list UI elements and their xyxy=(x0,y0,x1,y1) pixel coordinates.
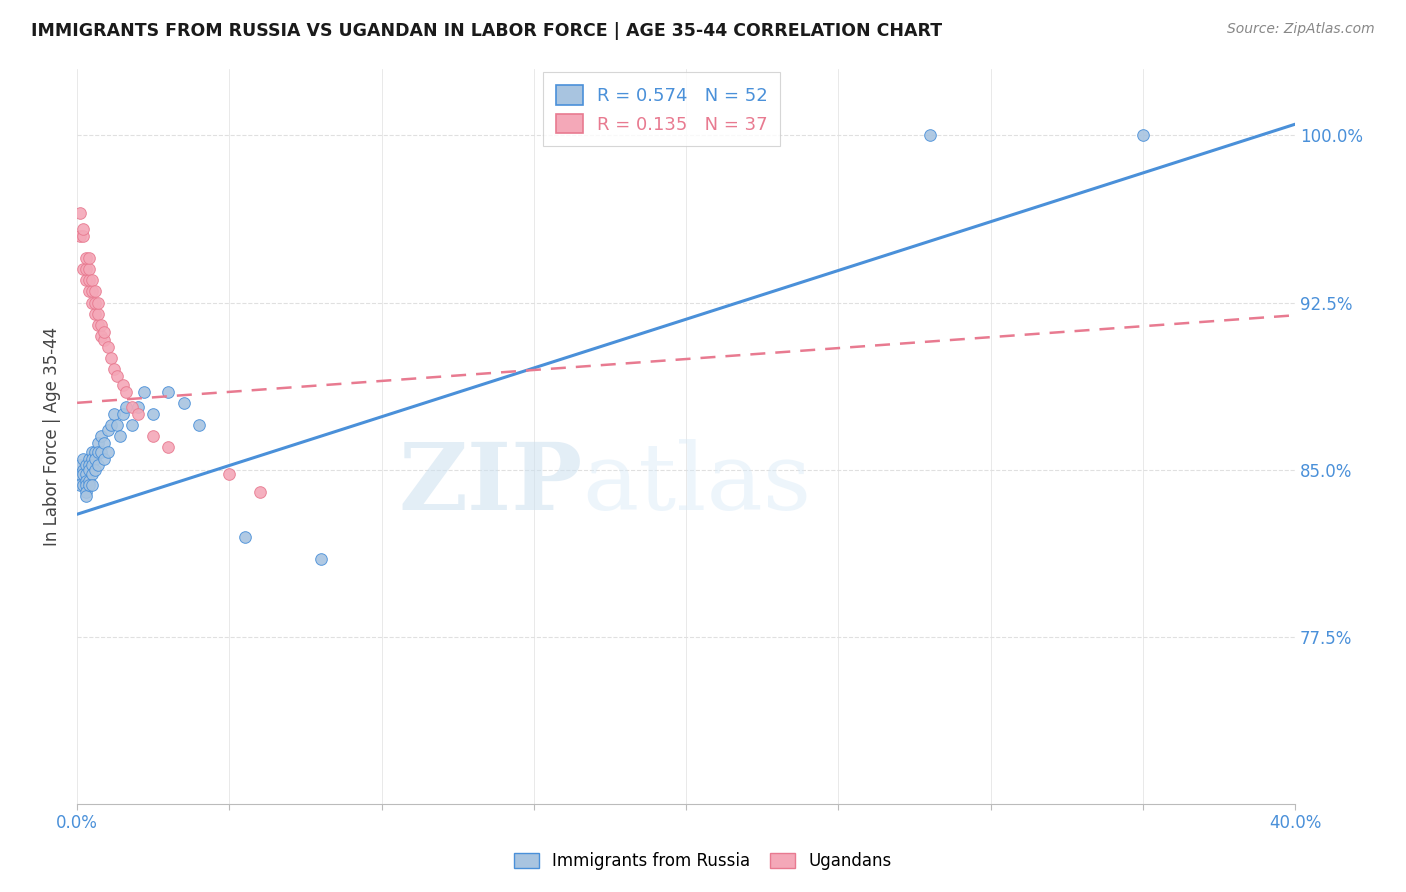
Point xyxy=(77,285,100,299)
Point xyxy=(72,222,94,236)
Point xyxy=(111,407,134,421)
Point xyxy=(111,378,134,392)
Point xyxy=(90,329,112,343)
Point xyxy=(82,295,104,310)
Legend: R = 0.574   N = 52, R = 0.135   N = 37: R = 0.574 N = 52, R = 0.135 N = 37 xyxy=(543,72,780,146)
Point xyxy=(72,463,94,477)
Point xyxy=(82,445,104,459)
Point xyxy=(84,285,107,299)
Point xyxy=(72,451,94,466)
Point xyxy=(84,451,107,466)
Point xyxy=(87,458,110,473)
Point xyxy=(69,228,91,243)
Point xyxy=(121,418,143,433)
Point xyxy=(90,429,112,443)
Point xyxy=(72,262,94,277)
Point xyxy=(108,429,131,443)
Point xyxy=(77,478,100,492)
Point xyxy=(127,407,149,421)
Text: Source: ZipAtlas.com: Source: ZipAtlas.com xyxy=(1227,22,1375,37)
Point xyxy=(100,418,122,433)
Point xyxy=(90,318,112,332)
Point xyxy=(87,436,110,450)
Text: atlas: atlas xyxy=(582,439,811,529)
Point xyxy=(82,458,104,473)
Point xyxy=(105,369,128,384)
Point xyxy=(75,474,97,488)
Point xyxy=(157,384,180,399)
Point xyxy=(93,451,115,466)
Point xyxy=(87,295,110,310)
Point xyxy=(82,273,104,287)
Point xyxy=(87,445,110,459)
Point xyxy=(96,423,118,437)
Point xyxy=(75,262,97,277)
Point xyxy=(93,436,115,450)
Point xyxy=(69,467,91,482)
Point xyxy=(69,458,91,473)
Point xyxy=(105,418,128,433)
Point xyxy=(90,445,112,459)
Point xyxy=(103,407,125,421)
Point xyxy=(82,285,104,299)
Point xyxy=(72,478,94,492)
Point xyxy=(96,340,118,354)
Point xyxy=(77,262,100,277)
Point xyxy=(72,467,94,482)
Point xyxy=(82,467,104,482)
Point xyxy=(218,467,240,482)
Point xyxy=(93,325,115,339)
Point xyxy=(114,401,136,415)
Point xyxy=(75,251,97,265)
Point xyxy=(187,418,209,433)
Point xyxy=(103,362,125,376)
Point xyxy=(77,251,100,265)
Point xyxy=(72,228,94,243)
Text: ZIP: ZIP xyxy=(398,439,582,529)
Point xyxy=(77,458,100,473)
Point xyxy=(96,445,118,459)
Point xyxy=(75,490,97,504)
Point xyxy=(69,206,91,220)
Point xyxy=(142,429,165,443)
Text: IMMIGRANTS FROM RUSSIA VS UGANDAN IN LABOR FORCE | AGE 35-44 CORRELATION CHART: IMMIGRANTS FROM RUSSIA VS UGANDAN IN LAB… xyxy=(31,22,942,40)
Point xyxy=(69,478,91,492)
Point xyxy=(82,478,104,492)
Point xyxy=(157,441,180,455)
Point xyxy=(142,407,165,421)
Y-axis label: In Labor Force | Age 35-44: In Labor Force | Age 35-44 xyxy=(44,326,60,546)
Point xyxy=(121,401,143,415)
Point xyxy=(75,478,97,492)
Point xyxy=(1132,128,1154,143)
Point xyxy=(233,530,256,544)
Point xyxy=(918,128,941,143)
Point xyxy=(132,384,155,399)
Point xyxy=(77,463,100,477)
Point xyxy=(249,485,271,500)
Point xyxy=(75,458,97,473)
Point xyxy=(114,384,136,399)
Point xyxy=(77,273,100,287)
Point xyxy=(75,467,97,482)
Point xyxy=(84,445,107,459)
Point xyxy=(84,307,107,321)
Point xyxy=(127,401,149,415)
Legend: Immigrants from Russia, Ugandans: Immigrants from Russia, Ugandans xyxy=(508,846,898,877)
Point xyxy=(84,463,107,477)
Point xyxy=(84,295,107,310)
Point xyxy=(82,451,104,466)
Point xyxy=(77,474,100,488)
Point xyxy=(100,351,122,366)
Point xyxy=(87,307,110,321)
Point xyxy=(93,334,115,348)
Point xyxy=(77,451,100,466)
Point xyxy=(309,551,332,566)
Point xyxy=(75,485,97,500)
Point xyxy=(87,318,110,332)
Point xyxy=(75,273,97,287)
Point xyxy=(173,396,195,410)
